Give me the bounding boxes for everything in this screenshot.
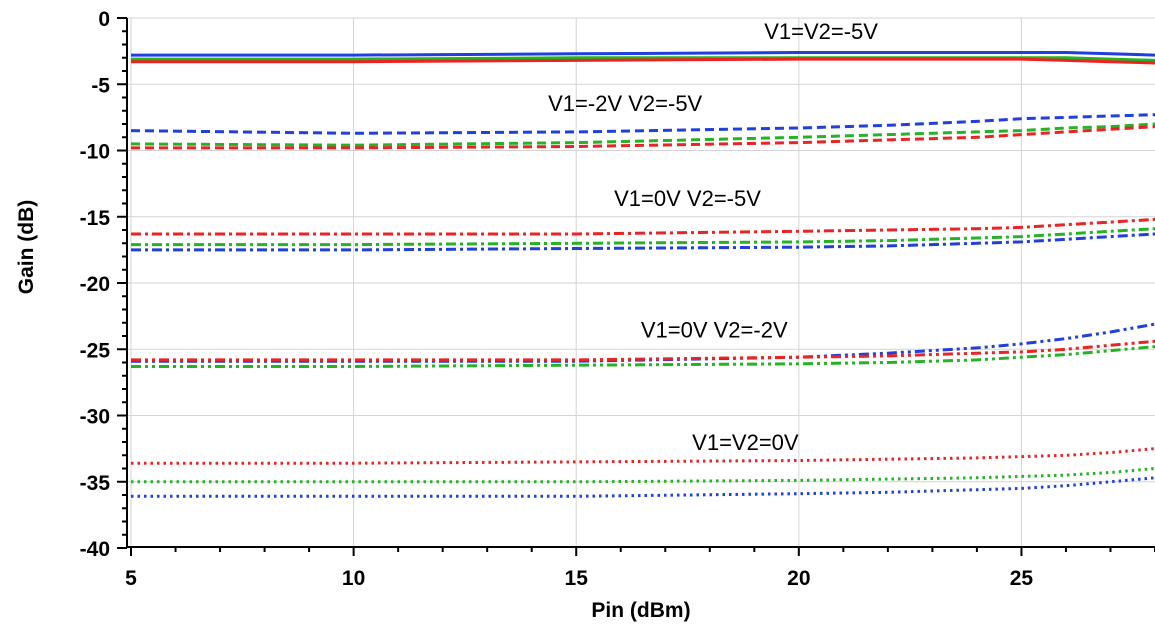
y-tick-label: -40 xyxy=(80,538,110,561)
series-line-green-dashdot xyxy=(131,227,1155,247)
y-tick-label: -10 xyxy=(80,141,110,164)
y-tick-label: -25 xyxy=(80,339,111,362)
x-tick-label: 20 xyxy=(787,567,810,590)
series-line-blue-dashdot xyxy=(131,232,1155,252)
series-line-green-dot xyxy=(131,467,1155,484)
series-line-red-dash xyxy=(131,125,1155,150)
tick-labels: 5 10 15 20 25 0 -5 -10 -15 -20 -25 -30 -35 -40 xyxy=(80,8,1034,590)
series-line-blue-dashdotdot xyxy=(131,322,1155,363)
x-axis-title: Pin (dBm) xyxy=(591,599,690,622)
series-group-label: V1=0V V2=-2V xyxy=(641,317,788,342)
y-axis-title: Gain (dB) xyxy=(15,200,38,295)
series-line-blue-dash xyxy=(130,113,1155,135)
y-tick-label: -15 xyxy=(80,207,111,230)
series-group-label: V1=-2V V2=-5V xyxy=(548,91,702,116)
y-tick-label: -30 xyxy=(80,406,110,429)
ticks xyxy=(117,17,1155,556)
y-tick-label: -20 xyxy=(80,273,110,296)
series-line-red-dot xyxy=(131,447,1155,465)
annotations: V1=V2=-5V V1=-2V V2=-5V V1=0V V2=-5V V1=0V … xyxy=(548,19,878,455)
series-layer xyxy=(130,51,1155,498)
series-line-blue-solid xyxy=(131,51,1155,57)
series-line-blue-dot xyxy=(131,476,1155,498)
series-group-label: V1=0V V2=-5V xyxy=(614,186,761,211)
series-line-green-dash xyxy=(130,122,1155,147)
series-line-red-dashdot xyxy=(131,217,1155,236)
x-tick-label: 25 xyxy=(1010,567,1034,590)
gridlines xyxy=(127,17,1155,547)
y-tick-label: -5 xyxy=(91,74,110,97)
series-group-label: V1=V2=0V xyxy=(692,430,799,455)
x-tick-label: 10 xyxy=(342,567,365,590)
y-tick-label: -35 xyxy=(80,472,111,495)
series-line-red-dashdotdot xyxy=(131,339,1155,362)
y-tick-label: 0 xyxy=(98,8,110,31)
x-tick-label: 15 xyxy=(565,567,589,590)
series-line-green-dashdotdot xyxy=(131,345,1155,368)
x-tick-label: 5 xyxy=(125,567,137,590)
series-group-label: V1=V2=-5V xyxy=(764,19,878,44)
series-line-red-solid xyxy=(131,57,1155,65)
